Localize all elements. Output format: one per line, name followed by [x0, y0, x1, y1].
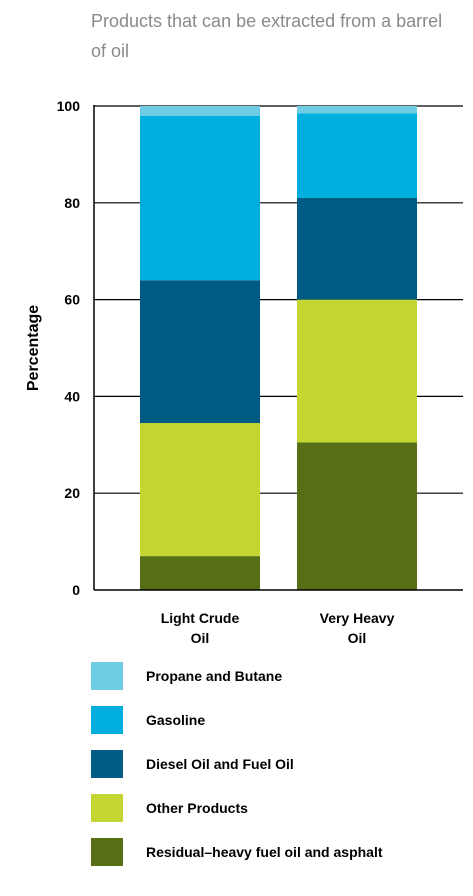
- bar-segment: [297, 113, 417, 198]
- y-axis-label: Percentage: [25, 305, 42, 391]
- bar-segment: [140, 556, 260, 590]
- legend-label: Other Products: [146, 800, 248, 816]
- legend-item: Other Products: [91, 794, 383, 822]
- chart-title: Products that can be extracted from a ba…: [91, 11, 443, 61]
- bar-chart: 0 20 40 60 80 100 Light Crude Oil Very Heavy Oil P…: [25, 98, 463, 646]
- legend-label: Residual–heavy fuel oil and asphalt: [146, 844, 383, 860]
- bar-segment: [297, 106, 417, 114]
- y-tick-label: 20: [64, 485, 80, 501]
- y-tick-label: 100: [57, 98, 81, 114]
- legend-swatch: [91, 794, 123, 822]
- legend-label: Diesel Oil and Fuel Oil: [146, 756, 294, 772]
- bar-segment: [140, 115, 260, 281]
- legend-item: Gasoline: [91, 706, 383, 734]
- bar-segment: [297, 299, 417, 443]
- bar-segment: [140, 106, 260, 116]
- bar-segment: [140, 423, 260, 557]
- legend-swatch: [91, 750, 123, 778]
- legend-swatch: [91, 706, 123, 734]
- x-tick-label: Oil: [348, 630, 367, 646]
- legend-label: Gasoline: [146, 712, 206, 728]
- legend: Propane and Butane Gasoline Diesel Oil and…: [91, 662, 383, 882]
- legend-swatch: [91, 662, 123, 690]
- y-tick-label: 80: [64, 195, 80, 211]
- x-tick-label: Very Heavy: [320, 610, 395, 626]
- legend-swatch: [91, 838, 123, 866]
- legend-item: Propane and Butane: [91, 662, 383, 690]
- legend-item: Diesel Oil and Fuel Oil: [91, 750, 383, 778]
- bar-segment: [140, 280, 260, 424]
- legend-label: Propane and Butane: [146, 668, 283, 684]
- bar-segment: [297, 197, 417, 300]
- x-tick-label: Light Crude: [161, 610, 240, 626]
- y-tick-label: 0: [72, 582, 80, 598]
- y-tick-label: 60: [64, 292, 80, 308]
- y-tick-label: 40: [64, 388, 80, 404]
- bar-segment: [297, 442, 417, 590]
- legend-item: Residual–heavy fuel oil and asphalt: [91, 838, 383, 866]
- x-tick-label: Oil: [191, 630, 210, 646]
